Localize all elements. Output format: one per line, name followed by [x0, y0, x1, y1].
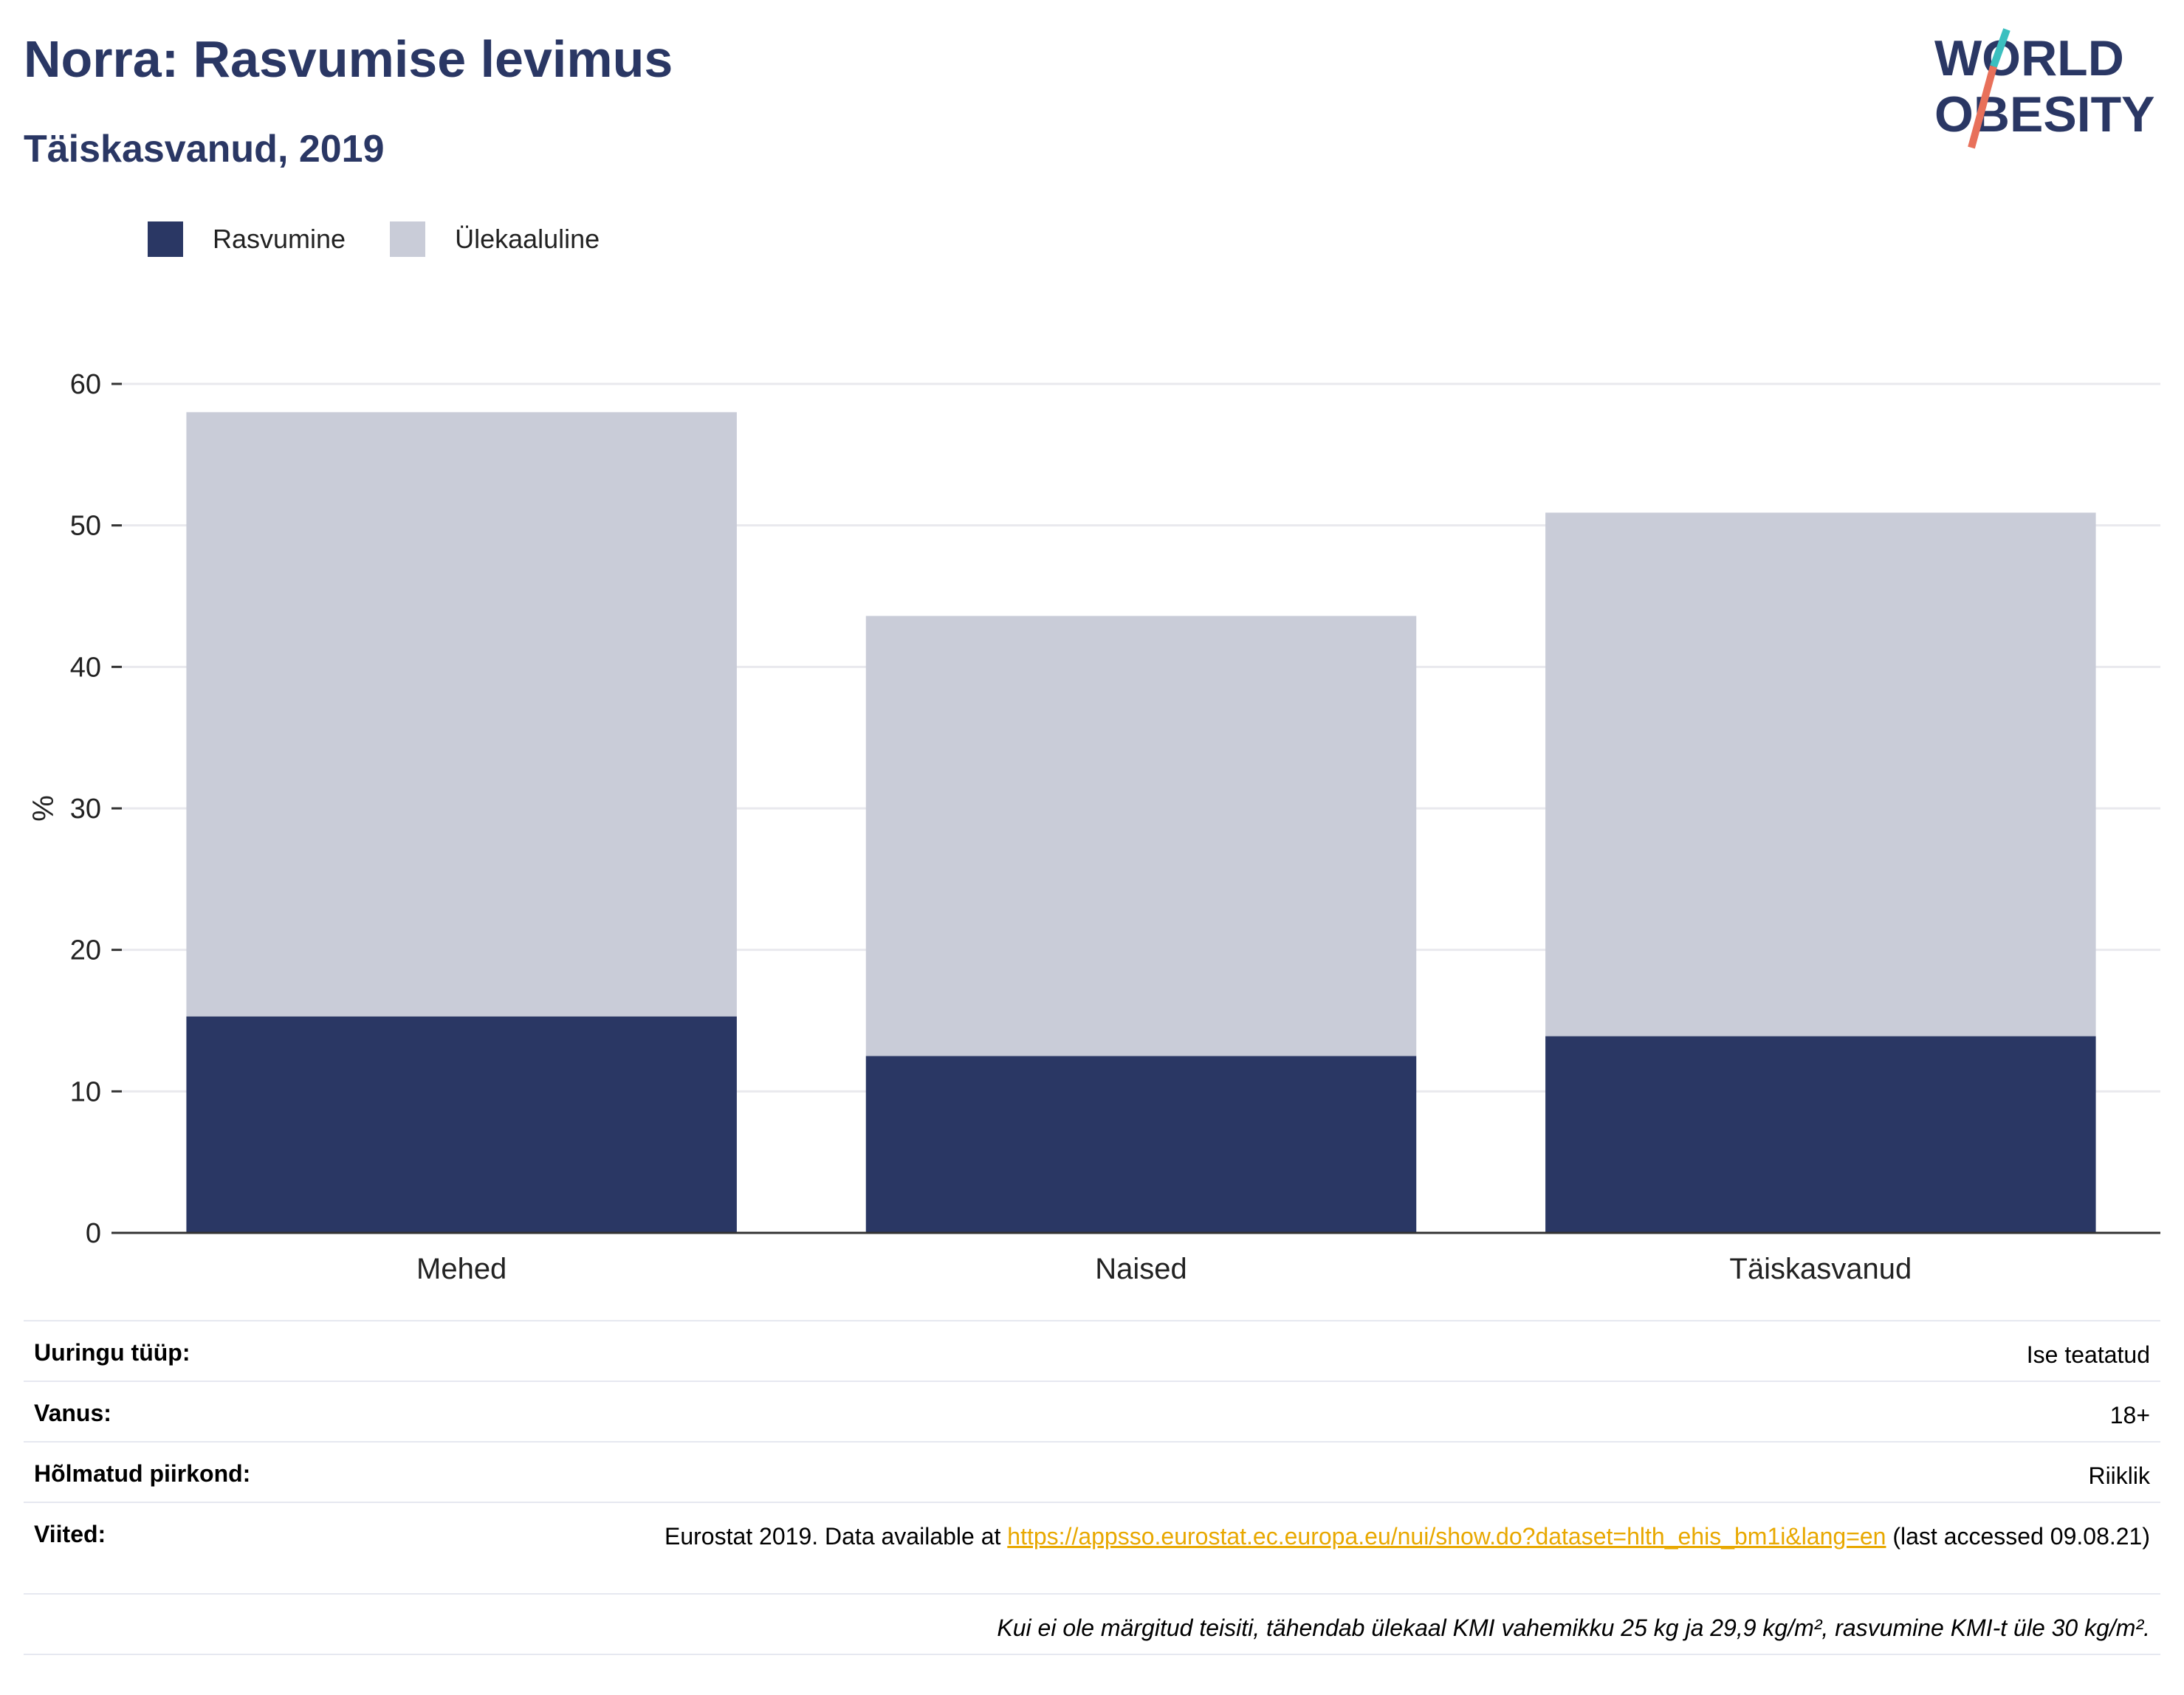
- chart-legend: Rasvumine Ülekaaluline: [148, 220, 644, 258]
- y-axis-title: %: [27, 795, 60, 822]
- logo-slash-teal: [1990, 28, 2010, 68]
- legend-item-overweight[interactable]: Ülekaaluline: [390, 221, 600, 257]
- legend-label-overweight: Ülekaaluline: [455, 224, 600, 254]
- logo-line2: OBESITY: [1934, 86, 2155, 142]
- logo-slash-red: [1968, 65, 1997, 149]
- info-value: Ise teatatud: [2026, 1341, 2150, 1368]
- references-suffix: (last accessed 09.08.21): [1886, 1523, 2150, 1550]
- info-row-survey-type: Uuringu tüüp: Ise teatatud: [24, 1320, 2160, 1381]
- world-obesity-logo: WORLD OBESITY: [1934, 28, 2155, 149]
- info-row-coverage: Hõlmatud piirkond: Riiklik: [24, 1441, 2160, 1502]
- info-label: Vanus:: [34, 1400, 111, 1426]
- x-tick-label: Täiskasvanud: [1729, 1253, 1912, 1285]
- legend-swatch-overweight: [390, 221, 426, 257]
- references-prefix: Eurostat 2019. Data available at: [664, 1523, 1008, 1550]
- legend-swatch-obesity: [148, 221, 183, 257]
- y-tick-label: 10: [70, 1076, 101, 1107]
- info-label: Viited:: [34, 1521, 106, 1547]
- info-row-age: Vanus: 18+: [24, 1381, 2160, 1441]
- y-tick-label: 0: [86, 1218, 101, 1249]
- references-link[interactable]: https://appsso.eurostat.ec.europa.eu/nui…: [1007, 1523, 1886, 1550]
- bar-obesity-2: [1545, 1036, 2096, 1233]
- bar-overweight-1: [865, 616, 1417, 1056]
- y-tick-label: 20: [70, 935, 101, 966]
- bar-overweight-2: [1545, 512, 2096, 1036]
- chart-title: Norra: Rasvumise levimus: [24, 30, 673, 88]
- bar-obesity-1: [865, 1056, 1417, 1233]
- info-label: Hõlmatud piirkond:: [34, 1460, 251, 1487]
- info-label: Uuringu tüüp:: [34, 1339, 190, 1366]
- references-value: Eurostat 2019. Data available at https:/…: [665, 1521, 2150, 1552]
- info-value: 18+: [2109, 1402, 2150, 1428]
- legend-item-obesity[interactable]: Rasvumine: [148, 221, 346, 257]
- info-table: Uuringu tüüp: Ise teatatud Vanus: 18+ Hõ…: [24, 1320, 2160, 1655]
- footnote: Kui ei ole märgitud teisiti, tähendab ül…: [997, 1615, 2150, 1641]
- y-tick-label: 30: [70, 794, 101, 825]
- logo-line1: WORLD: [1934, 30, 2124, 86]
- info-value: Riiklik: [2088, 1462, 2150, 1489]
- info-row-footnote: Kui ei ole märgitud teisiti, tähendab ül…: [24, 1593, 2160, 1655]
- y-tick-label: 60: [70, 369, 101, 400]
- bar-chart: 0 10 20 30 40 50 60% Mehed Naised Täiskasvanud: [27, 369, 2160, 1285]
- x-tick-label: Naised: [1095, 1253, 1187, 1285]
- legend-label-obesity: Rasvumine: [213, 224, 346, 254]
- chart-subtitle: Täiskasvanud, 2019: [24, 128, 385, 171]
- info-row-references: Viited: Eurostat 2019. Data available at…: [24, 1502, 2160, 1593]
- bar-obesity-0: [186, 1016, 737, 1233]
- bar-overweight-0: [186, 412, 737, 1017]
- y-tick-label: 50: [70, 511, 101, 542]
- y-tick-label: 40: [70, 652, 101, 683]
- x-tick-label: Mehed: [416, 1253, 506, 1285]
